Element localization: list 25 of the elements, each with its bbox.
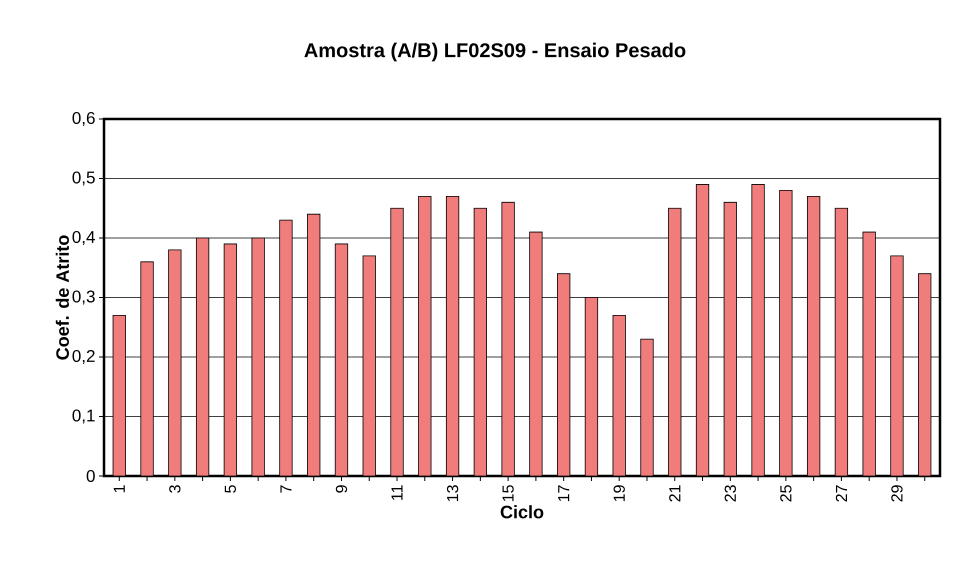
x-tick-label: 3 <box>169 485 180 493</box>
x-tick-label: 13 <box>446 485 458 502</box>
y-tick-label: 0,3 <box>72 290 95 305</box>
y-tick-label: 0,5 <box>72 171 95 186</box>
x-tick-label: 9 <box>336 485 348 493</box>
x-axis-title: Ciclo <box>500 505 544 518</box>
y-tick-label: 0,6 <box>72 112 95 126</box>
x-tick-label: 17 <box>558 485 570 502</box>
y-tick-label: 0,1 <box>72 409 95 424</box>
x-tick-label: 1 <box>114 485 125 492</box>
y-tick-label: 0,2 <box>72 350 95 364</box>
x-tick-label: 11 <box>392 485 403 500</box>
y-tick-label: 0,4 <box>72 230 95 246</box>
x-tick-label: 5 <box>224 485 236 493</box>
x-tick-label: 7 <box>280 485 292 493</box>
x-tick-label: 29 <box>891 485 903 502</box>
chart-title: Amostra (A/B) LF02S09 - Ensaio Pesado <box>304 42 686 62</box>
x-tick-label: 27 <box>836 485 847 502</box>
x-tick-label: 23 <box>724 485 736 502</box>
x-tick-label: 15 <box>502 485 514 502</box>
x-tick-label: 21 <box>669 485 680 502</box>
x-tick-label: 25 <box>780 485 792 502</box>
y-axis-title: Coef. de Atrito <box>56 235 69 360</box>
y-tick-label: 0 <box>86 470 95 482</box>
x-tick-label: 19 <box>614 485 625 502</box>
